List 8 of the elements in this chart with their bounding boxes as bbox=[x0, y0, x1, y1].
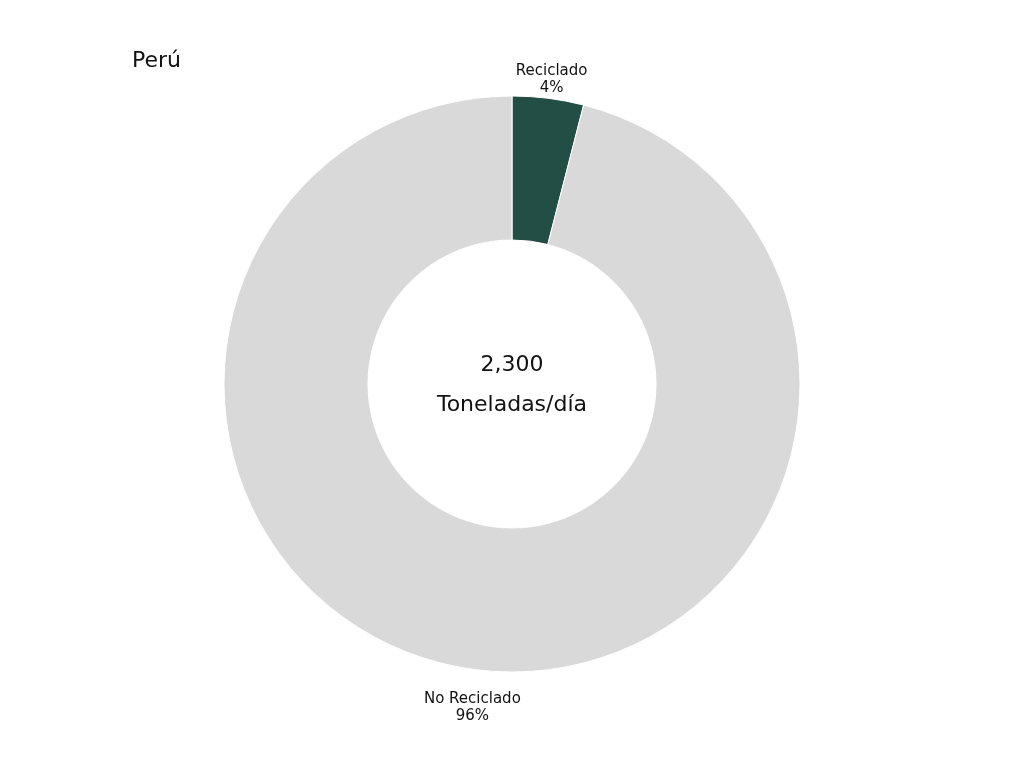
slice-label: Reciclado bbox=[515, 61, 588, 80]
text: 2,300 bbox=[480, 351, 544, 376]
donut-slice bbox=[223, 95, 801, 672]
chart-title: Perú bbox=[132, 47, 182, 72]
slice-label: No Reciclado bbox=[423, 688, 521, 707]
text: Toneladas/día bbox=[435, 391, 588, 416]
data-label: 4% bbox=[539, 78, 564, 97]
data-label: 96% bbox=[455, 705, 490, 724]
